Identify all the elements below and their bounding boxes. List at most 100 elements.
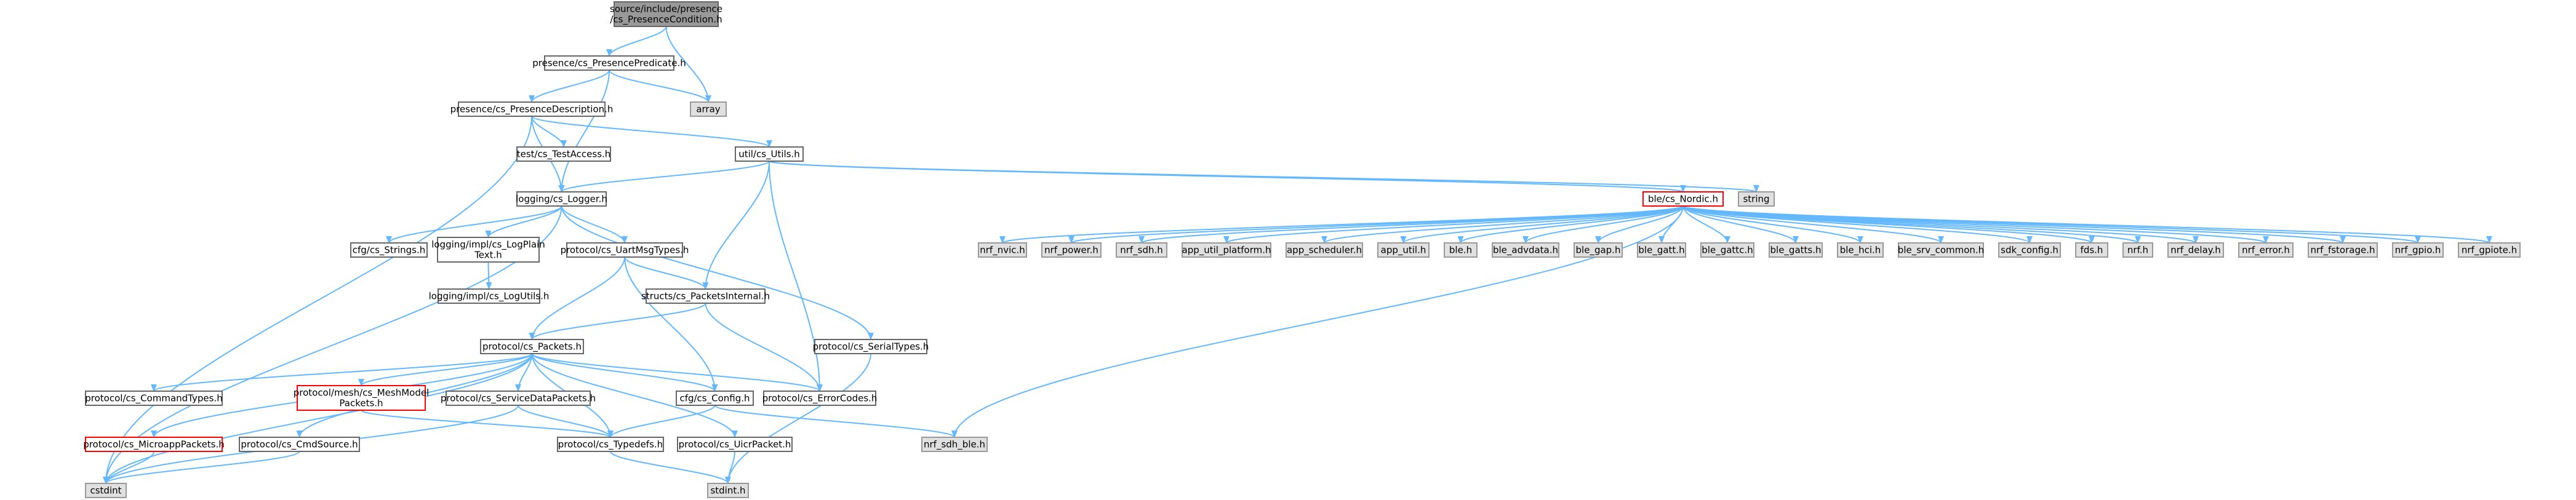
node-label: cfg/cs_Strings.h	[353, 245, 426, 256]
edge-path	[1682, 205, 2095, 244]
edge-path	[561, 205, 628, 244]
node-bleadvdata: ble_advdata.h	[1492, 242, 1559, 258]
node-nrfgpiote: nrf_gpiote.h	[2458, 242, 2521, 258]
node-strings[interactable]: cfg/cs_Strings.h	[350, 242, 428, 258]
node-commandtypes[interactable]: protocol/cs_CommandTypes.h	[85, 391, 223, 406]
edge-path	[1682, 205, 2492, 244]
node-stdinth: stdint.h	[707, 483, 749, 498]
node-serialtypes[interactable]: protocol/cs_SerialTypes.h	[813, 339, 929, 354]
node-label: nrf_gpio.h	[2395, 245, 2441, 256]
node-label: presence/cs_PresenceDescription.h	[450, 104, 614, 116]
edge-nordic-to-appscheduler	[1321, 205, 1684, 244]
node-box	[437, 237, 540, 263]
node-uartmsg[interactable]: protocol/cs_UartMsgTypes.h	[561, 242, 689, 258]
node-box	[2308, 242, 2378, 258]
edge-packetsinternal-to-packets	[529, 303, 706, 340]
edges-layer	[103, 26, 2492, 484]
node-fds: fds.h	[2075, 242, 2108, 258]
node-description[interactable]: presence/cs_PresenceDescription.h	[450, 101, 614, 117]
node-box	[1738, 191, 1775, 207]
edge-path	[1682, 205, 1863, 244]
node-utils[interactable]: util/cs_Utils.h	[735, 146, 804, 162]
node-packetsinternal[interactable]: structs/cs_PacketsInternal.h	[641, 288, 770, 304]
node-box	[1182, 242, 1271, 258]
edge-nordic-to-blegatt	[1658, 205, 1684, 244]
edge-packetsinternal-to-errorcodes	[705, 303, 823, 392]
node-predicate[interactable]: presence/cs_PresencePredicate.h	[532, 55, 686, 71]
edge-root-to-predicate	[606, 26, 667, 57]
node-label: structs/cs_PacketsInternal.h	[641, 291, 770, 303]
node-label: nrf.h	[2127, 245, 2148, 256]
edge-logger-to-strings	[386, 205, 562, 244]
edge-uartmsg-to-config	[624, 256, 718, 392]
edge-path	[531, 116, 567, 148]
node-packets[interactable]: protocol/cs_Packets.h	[480, 339, 584, 354]
node-box	[1700, 242, 1754, 258]
edge-path	[103, 451, 300, 484]
edge-packets-to-config	[531, 353, 718, 392]
node-box	[544, 55, 674, 71]
node-testaccess[interactable]: test/cs_TestAccess.h	[516, 146, 611, 162]
node-microapp[interactable]: protocol/cs_MicroappPackets.h	[83, 437, 225, 452]
node-config[interactable]: cfg/cs_Config.h	[676, 391, 754, 406]
node-label: nrf_nvic.h	[980, 245, 1025, 256]
edge-path	[609, 69, 711, 103]
node-box	[297, 385, 426, 411]
edge-path	[561, 205, 874, 340]
node-box	[978, 242, 1027, 258]
node-nordic[interactable]: ble/cs_Nordic.h	[1642, 191, 1724, 207]
node-errorcodes[interactable]: protocol/cs_ErrorCodes.h	[762, 391, 878, 406]
node-label: protocol/cs_UartMsgTypes.h	[561, 245, 689, 256]
nodes-layer: source/include/presence/cs_PresenceCondi…	[83, 1, 2521, 498]
edge-path	[531, 116, 772, 148]
edge-description-to-cstdint	[103, 116, 532, 484]
node-label: protocol/cs_UicrPacket.h	[679, 439, 791, 451]
edge-path	[769, 161, 1759, 192]
edge-uicrpacket-to-stdinth	[725, 451, 735, 484]
node-box	[1492, 242, 1559, 258]
node-cmdsource[interactable]: protocol/cs_CmdSource.h	[239, 437, 360, 452]
edge-utils-to-string	[769, 161, 1759, 192]
node-servicedata[interactable]: protocol/cs_ServiceDataPackets.h	[441, 391, 596, 406]
node-box	[690, 101, 727, 117]
node-typedefs[interactable]: protocol/cs_Typedefs.h	[557, 437, 664, 452]
node-logger[interactable]: logging/cs_Logger.h	[516, 191, 607, 207]
node-label: array	[696, 104, 720, 115]
node-uicrpacket[interactable]: protocol/cs_UicrPacket.h	[677, 437, 793, 452]
node-label: source/include/presence	[610, 4, 722, 15]
edge-path	[1068, 205, 1684, 244]
node-box	[566, 242, 683, 258]
node-label: Text.h	[474, 250, 502, 261]
node-box	[1998, 242, 2061, 258]
node-label: protocol/cs_ErrorCodes.h	[762, 393, 878, 405]
node-nrffstorage: nrf_fstorage.h	[2308, 242, 2378, 258]
node-box	[2122, 242, 2153, 258]
edge-nordic-to-fds	[1682, 205, 2095, 244]
node-nrfpower: nrf_power.h	[1041, 242, 1102, 258]
node-box	[707, 483, 749, 498]
node-box	[350, 242, 428, 258]
node-root[interactable]: source/include/presence/cs_PresenceCondi…	[610, 1, 722, 27]
node-nrfsdhble: nrf_sdh_ble.h	[921, 437, 988, 452]
node-box	[921, 437, 988, 452]
node-label: ble_gatt.h	[1638, 245, 1684, 256]
node-box	[646, 288, 766, 304]
node-box	[735, 146, 804, 162]
node-logutils[interactable]: logging/impl/cs_LogUtils.h	[429, 288, 550, 304]
edge-packets-to-uicrpacket	[531, 353, 738, 438]
edge-nordic-to-bleadvdata	[1522, 205, 1684, 244]
node-box	[557, 437, 664, 452]
edge-path	[558, 161, 770, 192]
node-label: nrf_sdh_ble.h	[924, 439, 985, 451]
edge-config-to-typedefs	[607, 405, 716, 438]
edge-path	[518, 405, 614, 438]
node-nrfdelay: nrf_delay.h	[2167, 242, 2224, 258]
node-label: ble_gattc.h	[1702, 245, 1753, 256]
node-label: protocol/cs_SerialTypes.h	[813, 341, 929, 353]
edge-servicedata-to-typedefs	[518, 405, 614, 438]
edge-path	[725, 451, 735, 484]
edge-packets-to-meshmodel	[358, 353, 533, 386]
node-box	[1898, 242, 1984, 258]
